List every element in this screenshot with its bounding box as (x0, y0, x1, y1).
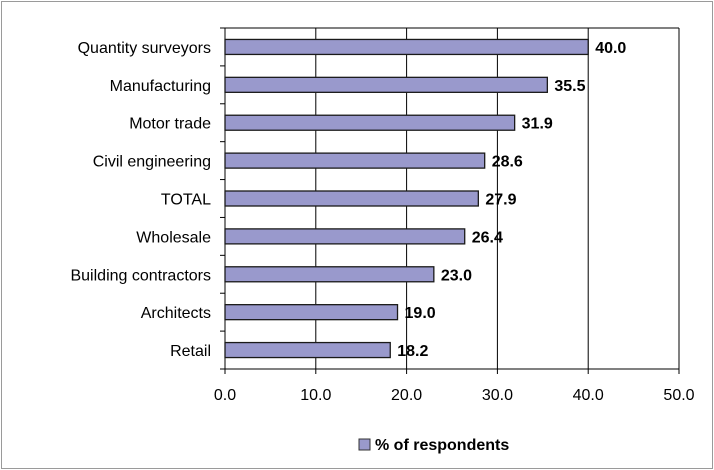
bar (224, 114, 516, 131)
value-label: 28.6 (492, 154, 523, 171)
category-label: Civil engineering (93, 154, 211, 171)
category-label: Architects (141, 305, 211, 322)
category-label: Retail (170, 343, 211, 360)
x-tick-label: 20.0 (391, 387, 422, 404)
x-tick-label: 10.0 (300, 387, 331, 404)
value-label: 18.2 (397, 343, 428, 360)
category-label: Motor trade (129, 116, 211, 133)
value-label: 19.0 (405, 305, 436, 322)
value-label: 26.4 (472, 229, 503, 246)
bar (224, 304, 399, 321)
category-label: Building contractors (70, 267, 211, 284)
category-label: TOTAL (161, 192, 211, 209)
x-tick-label: 0.0 (214, 387, 236, 404)
bar (224, 38, 589, 56)
x-tick-labels: 0.0 10.0 20.0 30.0 40.0 50.0 (214, 387, 695, 404)
bar (224, 190, 479, 207)
x-tick-label: 40.0 (573, 387, 604, 404)
category-label: Manufacturing (110, 78, 211, 95)
bar (224, 266, 435, 283)
legend-swatch (358, 438, 371, 451)
category-label: Wholesale (136, 229, 211, 246)
x-tick-label: 30.0 (482, 387, 513, 404)
legend: % of respondents (358, 437, 509, 454)
value-label: 31.9 (522, 116, 553, 133)
bars (224, 38, 589, 359)
category-labels: Quantity surveyors Manufacturing Motor tra… (70, 40, 211, 360)
x-tick-label: 50.0 (663, 387, 694, 404)
bar (224, 152, 486, 169)
value-label: 27.9 (485, 192, 516, 209)
legend-label: % of respondents (375, 437, 509, 454)
category-label: Quantity surveyors (78, 40, 211, 57)
bar (224, 76, 548, 93)
value-label: 40.0 (595, 40, 626, 57)
value-labels: 40.0 35.5 31.9 28.6 27.9 26.4 23.0 19.0 18.2 (397, 40, 626, 360)
value-label: 35.5 (554, 78, 585, 95)
bar (224, 228, 466, 245)
bar (224, 341, 391, 359)
value-label: 23.0 (441, 267, 472, 284)
